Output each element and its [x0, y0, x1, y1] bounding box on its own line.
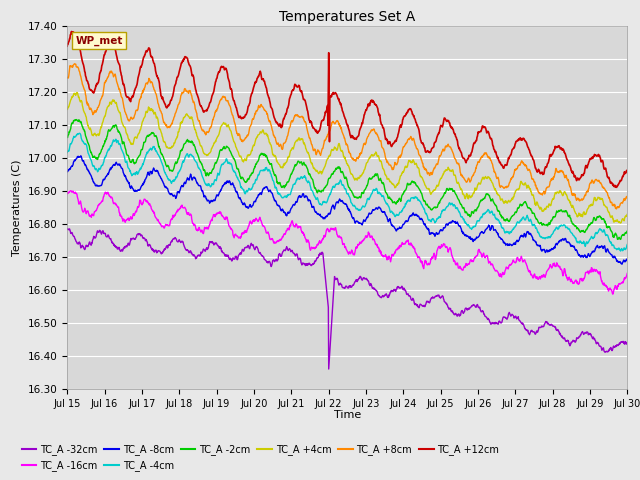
Line: TC_A +12cm: TC_A +12cm [67, 32, 627, 187]
TC_A -32cm [623, 340, 631, 346]
TC_A +4cm [73, 90, 81, 96]
TC_A +8cm [188, 95, 196, 101]
TC_A -16cm [63, 191, 71, 196]
TC_A -2cm [188, 139, 196, 144]
TC_A -16cm [175, 207, 182, 213]
TC_A -8cm [175, 189, 182, 194]
TC_A -16cm [251, 218, 259, 224]
TC_A +8cm [435, 158, 442, 164]
TC_A -2cm [557, 207, 565, 213]
Title: Temperatures Set A: Temperatures Set A [279, 10, 415, 24]
TC_A +4cm [63, 107, 71, 112]
TC_A +8cm [557, 168, 565, 173]
TC_A -16cm [435, 244, 442, 250]
TC_A -4cm [251, 180, 259, 186]
Line: TC_A -32cm: TC_A -32cm [67, 229, 627, 369]
TC_A +12cm [175, 72, 182, 78]
TC_A -32cm [188, 252, 196, 257]
Line: TC_A -2cm: TC_A -2cm [67, 120, 627, 240]
Line: TC_A -8cm: TC_A -8cm [67, 156, 627, 264]
TC_A -4cm [188, 153, 196, 159]
TC_A -8cm [435, 231, 442, 237]
TC_A -8cm [557, 237, 565, 243]
TC_A -16cm [623, 271, 631, 276]
TC_A -8cm [618, 261, 625, 267]
TC_A -8cm [63, 169, 71, 175]
TC_A -4cm [63, 150, 71, 156]
TC_A +12cm [623, 168, 631, 173]
TC_A +8cm [71, 61, 79, 67]
TC_A -32cm [175, 239, 182, 244]
X-axis label: Time: Time [333, 410, 361, 420]
TC_A -2cm [251, 164, 259, 169]
TC_A -16cm [67, 188, 74, 193]
TC_A -2cm [175, 156, 182, 161]
Text: WP_met: WP_met [76, 36, 123, 46]
TC_A -32cm [251, 247, 259, 252]
TC_A +4cm [557, 189, 565, 195]
TC_A +8cm [612, 206, 620, 212]
Line: TC_A -16cm: TC_A -16cm [67, 191, 627, 294]
TC_A +4cm [175, 129, 182, 135]
TC_A +4cm [508, 197, 515, 203]
TC_A -32cm [508, 312, 516, 317]
TC_A +8cm [508, 175, 515, 180]
TC_A -4cm [175, 170, 182, 176]
TC_A -4cm [508, 228, 515, 234]
TC_A -16cm [557, 266, 565, 272]
TC_A -32cm [66, 226, 74, 232]
TC_A -2cm [73, 117, 81, 122]
TC_A -2cm [623, 228, 631, 234]
TC_A +4cm [188, 116, 196, 122]
TC_A -8cm [77, 153, 84, 159]
TC_A -4cm [623, 242, 631, 248]
Line: TC_A -4cm: TC_A -4cm [67, 133, 627, 251]
TC_A +12cm [508, 149, 515, 155]
TC_A +12cm [63, 43, 71, 49]
TC_A -32cm [557, 334, 565, 339]
TC_A -32cm [435, 292, 443, 298]
TC_A +8cm [63, 74, 71, 80]
TC_A +4cm [435, 183, 442, 189]
TC_A +4cm [251, 141, 259, 146]
TC_A -2cm [617, 237, 625, 242]
TC_A -4cm [76, 131, 83, 136]
TC_A -8cm [251, 199, 259, 204]
TC_A +8cm [175, 102, 182, 108]
TC_A -16cm [508, 261, 515, 267]
TC_A +12cm [68, 29, 76, 35]
TC_A -8cm [623, 257, 631, 263]
TC_A -16cm [609, 291, 617, 297]
Line: TC_A +8cm: TC_A +8cm [67, 64, 627, 209]
TC_A -32cm [63, 226, 71, 232]
TC_A +8cm [251, 112, 259, 118]
TC_A +12cm [251, 81, 259, 86]
TC_A -16cm [188, 218, 196, 224]
TC_A +12cm [613, 184, 621, 190]
TC_A -8cm [508, 243, 515, 249]
TC_A -2cm [508, 214, 515, 219]
TC_A +12cm [557, 145, 565, 151]
Line: TC_A +4cm: TC_A +4cm [67, 93, 627, 223]
TC_A -2cm [435, 201, 442, 207]
TC_A +12cm [188, 73, 196, 79]
TC_A +12cm [435, 131, 442, 136]
TC_A -4cm [435, 216, 442, 221]
TC_A +4cm [617, 220, 625, 226]
TC_A -8cm [188, 177, 196, 183]
Legend: TC_A -32cm, TC_A -16cm, TC_A -8cm, TC_A -4cm, TC_A -2cm, TC_A +4cm, TC_A +8cm, T: TC_A -32cm, TC_A -16cm, TC_A -8cm, TC_A … [18, 441, 503, 475]
TC_A -4cm [617, 248, 625, 254]
Y-axis label: Temperatures (C): Temperatures (C) [12, 159, 22, 256]
TC_A +4cm [623, 212, 631, 217]
TC_A -32cm [325, 366, 333, 372]
TC_A -2cm [63, 134, 71, 140]
TC_A -4cm [557, 223, 565, 228]
TC_A +8cm [623, 195, 631, 201]
